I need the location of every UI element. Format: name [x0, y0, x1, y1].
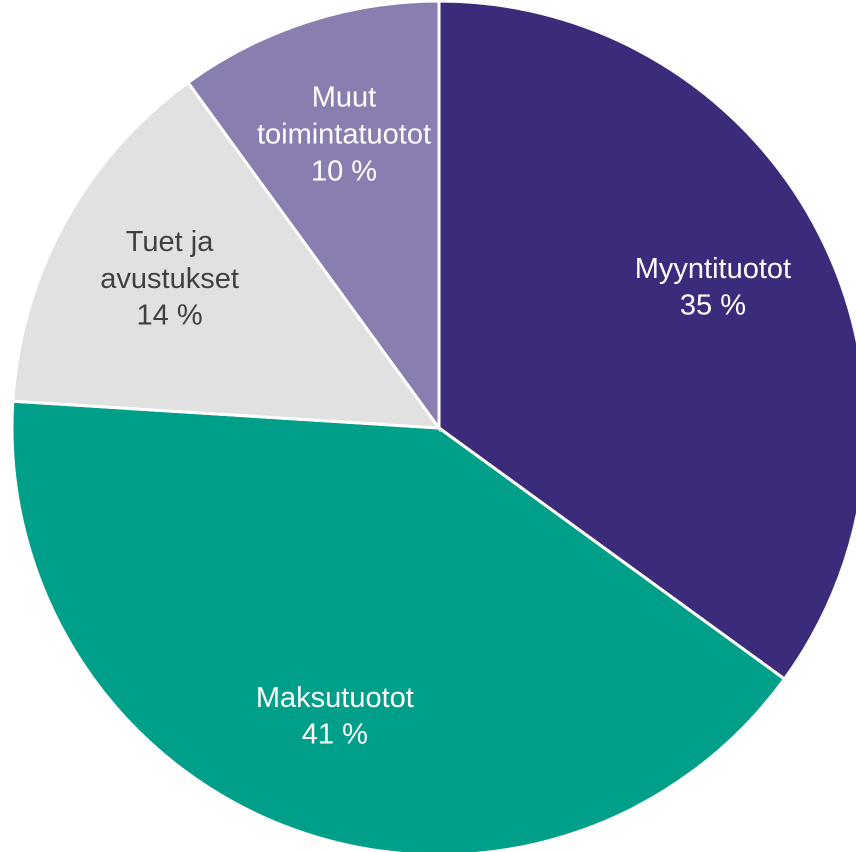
pie-slice [437, 0, 856, 682]
pie-slice [11, 80, 443, 430]
slice-value-label: 41 % [302, 718, 368, 750]
slice-value-label: 14 % [137, 300, 203, 332]
pie-slice [10, 399, 787, 852]
slice-value-label: 10 % [311, 155, 377, 187]
slice-label: Tuet ja avustukset [100, 226, 239, 295]
slice-label: Myyntituotot [635, 253, 791, 285]
pie-slice [185, 0, 441, 433]
slice-value-label: 35 % [680, 290, 746, 322]
slice-label: Maksutuotot [256, 681, 414, 713]
slice-label: Muut toimintatuotot [257, 81, 431, 150]
